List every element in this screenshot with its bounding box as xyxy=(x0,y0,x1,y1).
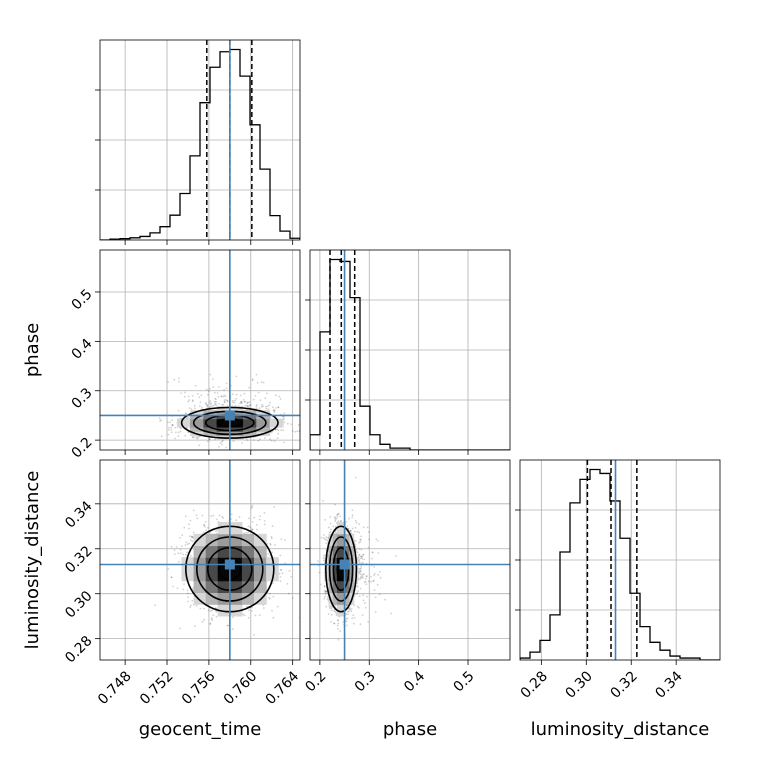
truth-marker-luminosity_distance_vs_phase xyxy=(339,559,350,570)
x-axis-label-luminosity-distance: luminosity_distance xyxy=(531,719,710,740)
x-tick-label-phase: 0.2 xyxy=(302,668,329,695)
histogram-luminosity_distance xyxy=(520,468,720,660)
grid-geocent_time xyxy=(100,40,300,240)
tick-marks xyxy=(95,89,294,245)
truth-marker-phase_vs_geocent_time xyxy=(224,410,235,421)
x-tick-label-geocent_time: 0.756 xyxy=(179,668,219,708)
y-tick-label-luminosity_distance: 0.28 xyxy=(62,633,95,666)
x-tick-label-luminosity_distance: 0.34 xyxy=(652,668,685,701)
tick-marks xyxy=(305,503,469,665)
y-tick-label-phase: 0.2 xyxy=(69,434,96,461)
histogram-phase xyxy=(310,258,510,450)
grid-phase xyxy=(310,250,510,450)
tick-marks xyxy=(95,291,294,455)
density-phase_vs_geocent_time xyxy=(100,250,300,450)
x-tick-label-geocent_time: 0.752 xyxy=(137,668,177,708)
density-luminosity_distance_vs_phase-frame xyxy=(309,459,511,661)
density-luminosity_distance_vs_geocent_time xyxy=(100,460,300,660)
x-axis-label-phase: phase xyxy=(383,719,437,740)
truth-marker-luminosity_distance_vs_geocent_time xyxy=(224,559,235,570)
x-tick-label-luminosity_distance: 0.28 xyxy=(518,668,551,701)
tick-marks xyxy=(515,509,677,665)
y-axis-label-luminosity-distance: luminosity_distance xyxy=(22,471,43,650)
x-tick-label-luminosity_distance: 0.30 xyxy=(563,668,596,701)
grid-luminosity_distance_vs_phase xyxy=(310,460,510,660)
tick-marks xyxy=(95,503,294,665)
y-tick-label-luminosity_distance: 0.34 xyxy=(62,498,95,531)
y-tick-label-phase: 0.5 xyxy=(69,286,96,313)
x-tick-label-geocent_time: 0.748 xyxy=(95,668,135,708)
tick-marks xyxy=(305,299,469,455)
y-tick-label-phase: 0.3 xyxy=(69,385,96,412)
y-axis-label-phase: phase xyxy=(22,323,43,377)
x-tick-label-geocent_time: 0.764 xyxy=(263,668,303,708)
grid-luminosity_distance xyxy=(520,460,720,660)
x-tick-label-phase: 0.5 xyxy=(451,668,478,695)
x-tick-label-luminosity_distance: 0.32 xyxy=(607,668,640,701)
density-phase_vs_geocent_time-frame xyxy=(99,249,301,451)
x-tick-label-phase: 0.3 xyxy=(352,668,379,695)
y-tick-label-luminosity_distance: 0.32 xyxy=(62,543,95,576)
x-axis-label-geocent-time: geocent_time xyxy=(139,719,262,740)
density-luminosity_distance_vs_geocent_time-frame xyxy=(99,459,301,661)
y-tick-label-luminosity_distance: 0.30 xyxy=(62,588,95,621)
x-tick-label-phase: 0.4 xyxy=(401,668,428,695)
histogram-geocent_time xyxy=(100,48,300,240)
density-luminosity_distance_vs_phase xyxy=(310,460,510,660)
x-tick-label-geocent_time: 0.760 xyxy=(221,668,261,708)
y-tick-label-phase: 0.4 xyxy=(69,336,96,363)
